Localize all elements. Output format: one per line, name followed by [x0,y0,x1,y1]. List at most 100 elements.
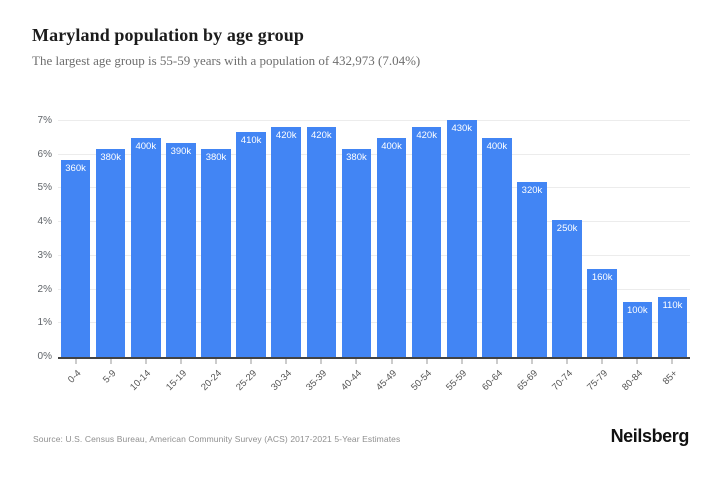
bar-75-79[interactable]: 160k [587,269,617,357]
x-axis-tick [75,359,77,364]
bar-slot: 400k [479,121,514,357]
y-axis-tick-label: 0% [37,351,52,362]
bar-slot: 110k [655,121,690,357]
bar-value-label: 360k [65,162,86,174]
bar-35-39[interactable]: 420k [306,126,337,357]
x-axis-label: 35-39 [304,368,330,393]
bar-25-29[interactable]: 410k [236,132,266,357]
bar-10-14[interactable]: 400k [131,137,161,357]
bar-80-84[interactable]: 100k [622,302,653,357]
gridline [58,187,690,189]
bar-slot: 160k [585,121,620,357]
bar-70-74[interactable]: 250k [552,219,582,357]
x-axis-tick [145,359,147,364]
x-axis-tick [110,359,112,364]
x-axis-tick [426,359,428,364]
x-axis-label: 55-59 [444,368,470,393]
x-axis-tick [355,359,357,364]
x-axis-tick [391,359,393,364]
bar-20-24[interactable]: 380k [201,148,231,357]
x-axis-label: 80-84 [620,368,646,393]
bar-value-label: 420k [311,129,332,141]
bar-value-label: 320k [521,184,543,196]
x-axis-tick [671,359,673,364]
bar-5-9[interactable]: 380k [95,148,126,357]
x-axis-tick [250,359,252,364]
bar-45-49[interactable]: 400k [376,137,407,357]
bar-slot: 420k [269,121,304,357]
gridline [58,153,690,155]
bar-slot: 250k [550,121,585,357]
bar-slot: 420k [409,121,444,357]
bar-40-44[interactable]: 380k [341,148,372,357]
bars-group: 360k 380k 400k 390k 380k 410k 420k 420k 380k 400k… [58,119,690,357]
source-note: Source: U.S. Census Bureau, American Com… [33,434,401,444]
bar-slot: 100k [620,121,655,357]
neilsberg-logo: Neilsberg [610,426,690,446]
bar-slot: 320k [514,121,549,357]
x-axis-label: 70-74 [549,368,575,393]
x-axis-tick [215,359,217,364]
bar-15-19[interactable]: 390k [166,143,196,357]
y-axis: 0% 1% 2% 3% 4% 5% 6% 7% [30,115,52,362]
x-axis-label: 25-29 [233,368,259,393]
bar-65-69[interactable]: 320k [517,181,547,357]
x-axis-label: 60-64 [479,368,505,393]
bar-value-label: 250k [556,222,578,234]
x-axis-tick [496,359,498,364]
x-axis-label: 75-79 [585,368,611,393]
gridline [58,221,690,223]
x-axis-label: 20-24 [198,368,224,393]
x-axis-label: 15-19 [163,368,189,393]
plot-area: 360k 380k 400k 390k 380k 410k 420k 420k 380k 400k… [58,119,690,359]
x-axis-tick [461,359,463,364]
bar-50-54[interactable]: 420k [411,126,442,357]
bar-value-label: 430k [451,122,473,134]
bar-value-label: 420k [275,129,297,141]
x-axis-label: 30-34 [269,368,295,393]
x-axis-tick [285,359,287,364]
bar-slot: 380k [198,121,233,357]
bar-slot: 400k [374,121,409,357]
x-axis-label: 0-4 [65,368,84,386]
bar-value-label: 400k [486,140,508,152]
x-axis-label: 85+ [661,368,681,388]
bar-value-label: 380k [205,151,227,163]
x-axis-tick [320,359,322,364]
x-axis: 0-4 5-9 10-14 15-19 20-24 25-29 30-34 35-39 40-4… [58,359,690,411]
bar-slot: 390k [163,121,198,357]
bar-slot: 400k [128,121,163,357]
bar-value-label: 100k [627,305,648,317]
bar-chart: 0% 1% 2% 3% 4% 5% 6% 7% 360k 380k 400k 390k 380k 410… [30,115,690,411]
bar-value-label: 390k [170,146,192,158]
bar-value-label: 380k [100,151,121,163]
bar-slot: 430k [444,119,479,357]
page-title: Maryland population by age group [32,25,304,45]
bar-value-label: 400k [381,140,402,152]
y-axis-tick-label: 2% [37,283,52,295]
bar-value-label: 420k [416,129,437,141]
bar-85+[interactable]: 110k [657,296,688,357]
bar-value-label: 400k [135,140,157,152]
bar-30-34[interactable]: 420k [271,126,301,357]
x-axis-tick [601,359,603,364]
bar-55-59[interactable]: 430k [447,119,477,357]
bar-slot: 380k [339,121,374,357]
y-axis-tick-label: 5% [37,182,52,194]
gridline [58,322,690,324]
y-axis-tick-label: 4% [37,216,52,228]
x-axis-label: 65-69 [514,368,540,393]
x-axis-label: 10-14 [128,368,154,393]
bar-60-64[interactable]: 400k [482,137,512,357]
bar-value-label: 110k [662,299,683,311]
bar-value-label: 380k [346,151,367,163]
bar-value-label: 160k [591,272,613,284]
y-axis-tick-label: 7% [37,115,52,126]
bar-value-label: 410k [240,135,262,147]
x-axis-label: 5-9 [100,368,119,386]
x-axis-tick [180,359,182,364]
x-axis-label: 40-44 [339,368,365,393]
bar-0-4[interactable]: 360k [60,159,91,357]
y-axis-tick-label: 6% [37,148,52,160]
